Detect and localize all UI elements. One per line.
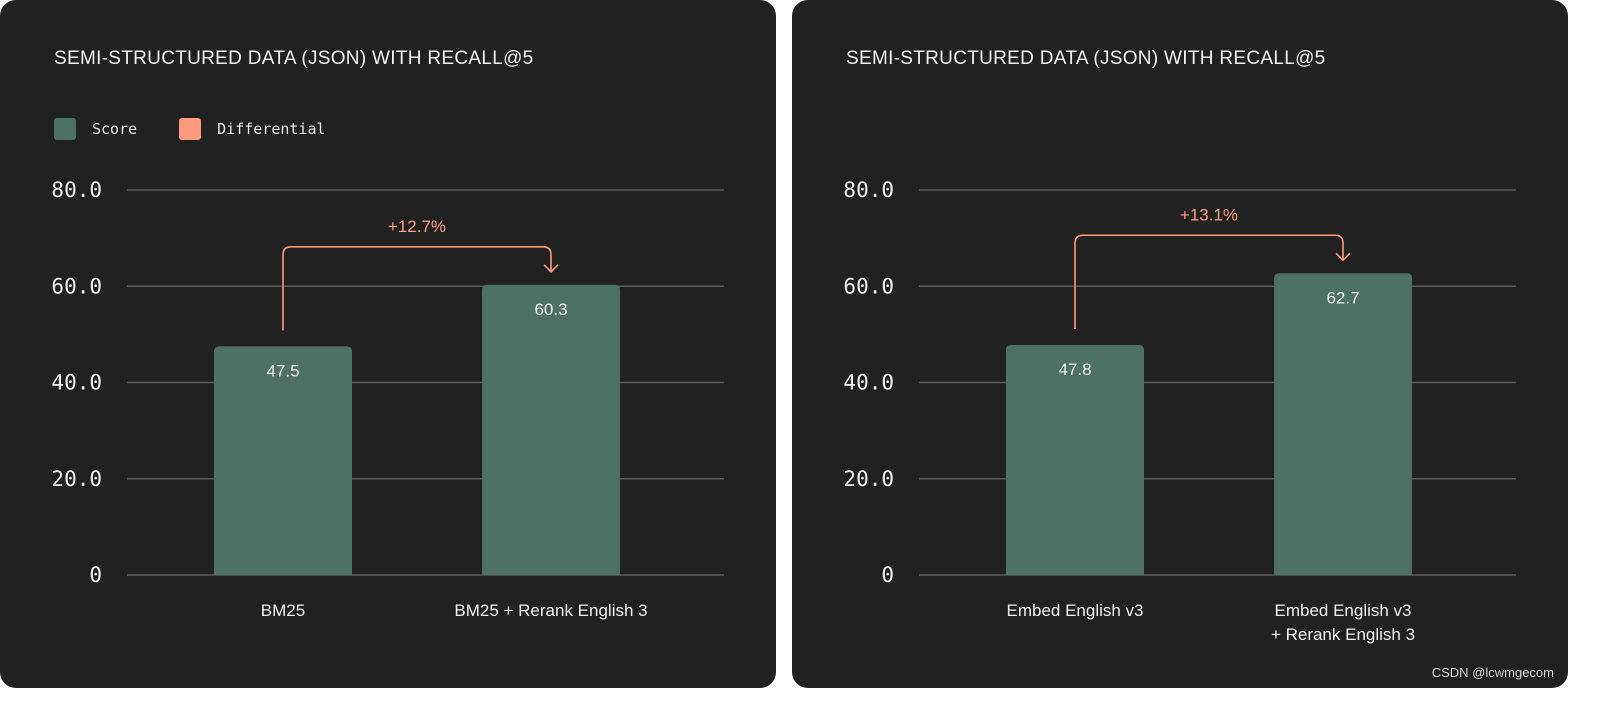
- bar-value-label: 60.3: [534, 300, 567, 319]
- chart-title: SEMI-STRUCTURED DATA (JSON) WITH RECALL@…: [54, 48, 534, 69]
- bar: [1274, 273, 1412, 575]
- legend-swatch-differential: [179, 118, 202, 140]
- y-tick-label: 40.0: [843, 371, 894, 395]
- legend-item-differential: Differential: [179, 118, 326, 140]
- bar-chart-plot: 80.0 60.0 40.0 20.0 0 47.5 BM25 60.3 BM25 + Rera…: [51, 178, 724, 620]
- x-category-label: + Rerank English 3: [1271, 625, 1415, 644]
- differential-bracket: [1074, 234, 1344, 329]
- x-category-label: Embed English v3: [1006, 601, 1143, 620]
- y-tick-label: 60.0: [51, 274, 102, 298]
- x-category-label: BM25 + Rerank English 3: [454, 601, 647, 620]
- chart-panel-left: SEMI-STRUCTURED DATA (JSON) WITH RECALL@…: [0, 0, 776, 688]
- y-tick-label: 0: [89, 563, 102, 587]
- legend-label-score: Score: [92, 120, 138, 138]
- y-tick-label: 20.0: [843, 467, 894, 491]
- chart-legend: Score Differential: [54, 118, 368, 140]
- differential-arrowhead: [543, 264, 559, 273]
- y-tick-label: 20.0: [51, 467, 102, 491]
- watermark: CSDN @lcwmgecom: [1431, 665, 1554, 680]
- y-tick-label: 40.0: [51, 371, 102, 395]
- y-tick-label: 80.0: [51, 178, 102, 202]
- bar-chart-plot: 80.0 60.0 40.0 20.0 0 47.8 Embed English v3 62.…: [843, 178, 1516, 644]
- bar-value-label: 47.5: [266, 361, 299, 380]
- differential-arrowhead: [1335, 252, 1351, 262]
- bar: [1006, 344, 1144, 575]
- x-category-label: Embed English v3: [1274, 601, 1411, 620]
- bar-value-label: 47.8: [1058, 360, 1091, 379]
- y-tick-label: 0: [881, 563, 894, 587]
- chart-panel-right: SEMI-STRUCTURED DATA (JSON) WITH RECALL@…: [792, 0, 1568, 688]
- differential-label: +12.7%: [388, 217, 446, 236]
- bar: [482, 284, 620, 575]
- legend-item-score: Score: [54, 118, 137, 140]
- legend-swatch-score: [54, 118, 76, 140]
- differential-bracket: [282, 246, 552, 331]
- y-tick-label: 80.0: [843, 178, 894, 202]
- y-tick-label: 60.0: [843, 274, 894, 298]
- bar-value-label: 62.7: [1326, 288, 1359, 307]
- chart-title: SEMI-STRUCTURED DATA (JSON) WITH RECALL@…: [846, 48, 1326, 69]
- differential-label: +13.1%: [1180, 205, 1238, 224]
- bar: [214, 346, 352, 575]
- legend-label-differential: Differential: [217, 120, 326, 138]
- x-category-label: BM25: [261, 601, 305, 620]
